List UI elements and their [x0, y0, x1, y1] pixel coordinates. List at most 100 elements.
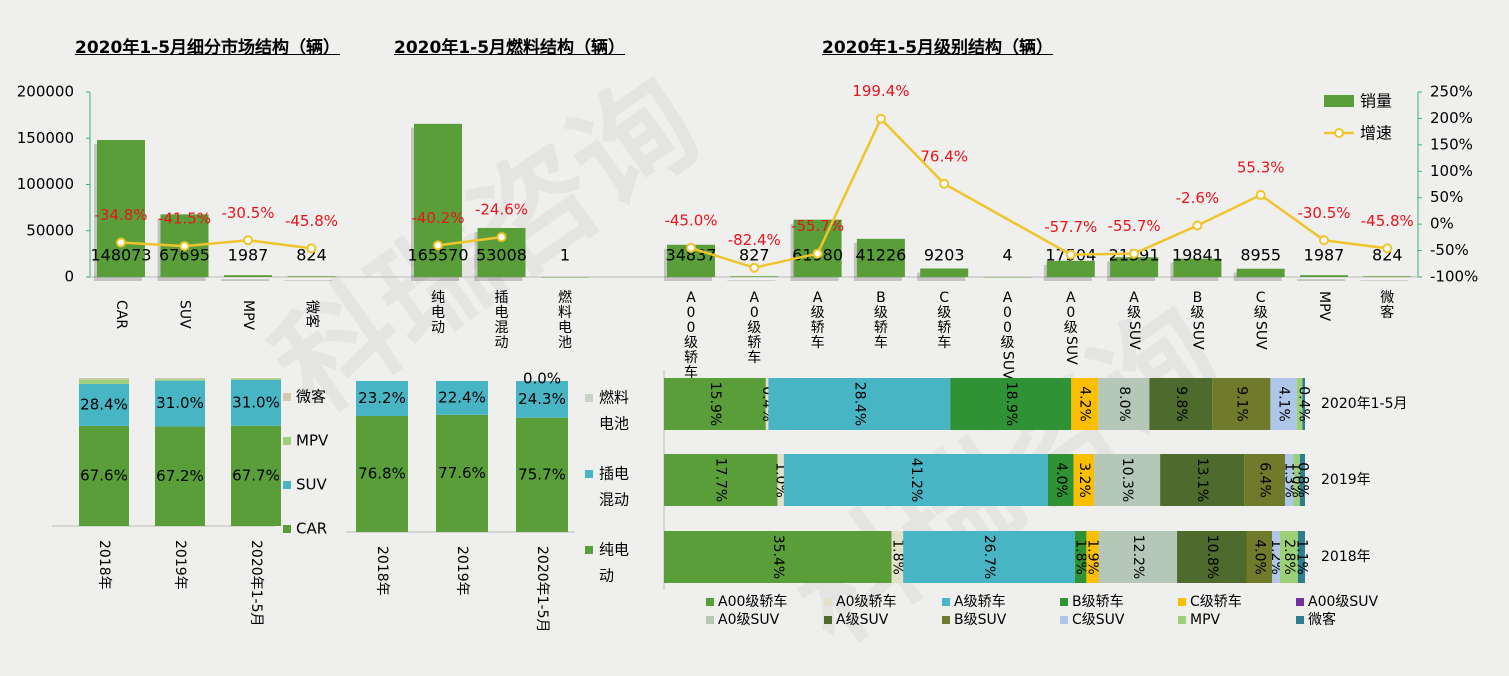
- stack-label: 10.8%: [1204, 535, 1220, 579]
- stack-label: 75.7%: [518, 465, 566, 483]
- category-label: A: [1066, 290, 1076, 306]
- stack-label: 17.7%: [713, 458, 729, 502]
- growth-marker: [1383, 244, 1391, 252]
- category-label: 级: [1190, 305, 1204, 321]
- category-label: 2018年: [1321, 549, 1371, 565]
- category-label: A: [813, 290, 823, 306]
- growth-label: -82.4%: [728, 231, 781, 249]
- category-label: SUV: [1063, 336, 1079, 365]
- category-label: 微: [1380, 290, 1394, 306]
- category-label: SUV: [1189, 321, 1205, 350]
- sales-bar: [224, 275, 272, 277]
- sales-value-label: 41226: [855, 246, 906, 265]
- bar-shadow: [285, 280, 333, 281]
- stack-label: 0.8%: [1294, 462, 1310, 498]
- growth-marker: [940, 180, 948, 188]
- sales-value-label: 148073: [90, 246, 151, 265]
- legend-swatch: [585, 546, 593, 554]
- category-label: 0: [1066, 305, 1075, 321]
- category-label: 级: [874, 305, 888, 321]
- growth-label: -41.5%: [158, 210, 211, 228]
- legend-label: 燃料: [599, 389, 629, 407]
- category-label: B: [876, 290, 886, 306]
- legend-label: A0级SUV: [718, 612, 780, 628]
- growth-label: -45.8%: [285, 212, 338, 230]
- sales-value-label: 1987: [228, 246, 269, 265]
- legend-label: 混动: [599, 491, 629, 509]
- category-label: 池: [558, 335, 572, 351]
- sales-value-label: 19841: [1172, 246, 1223, 265]
- stack-label: 9.8%: [1173, 386, 1189, 422]
- legend-swatch: [1296, 598, 1304, 606]
- sales-bar: [541, 277, 589, 278]
- y-tick-label: 100000: [17, 175, 74, 193]
- stack-label: 1.8%: [889, 539, 905, 575]
- legend-swatch: [706, 598, 714, 606]
- stack-label: 67.2%: [156, 467, 204, 485]
- stack-label: 4.0%: [1053, 462, 1069, 498]
- sales-value-label: 4: [1002, 246, 1012, 265]
- legend-label: 微客: [296, 388, 326, 406]
- stack-label: 9.1%: [1233, 386, 1249, 422]
- sales-bar: [1237, 269, 1285, 277]
- category-label: 0: [687, 305, 696, 321]
- category-label: 轿: [937, 320, 951, 336]
- sales-bar: [288, 276, 336, 277]
- stack-label: 28.4%: [80, 395, 128, 413]
- legend-swatch: [283, 437, 291, 445]
- legend-label: 微客: [1308, 611, 1336, 628]
- stack-label: 13.1%: [1194, 458, 1210, 502]
- legend-label: A00级轿车: [718, 593, 787, 610]
- stack-label: 15.9%: [707, 382, 723, 426]
- stack-label: 76.8%: [358, 465, 406, 483]
- category-label: 2019年: [1321, 472, 1371, 488]
- category-label: 0: [750, 305, 759, 321]
- category-label: 2018年: [96, 540, 112, 590]
- category-label: 车: [874, 334, 888, 351]
- growth-label: -57.7%: [1044, 218, 1097, 236]
- category-label: 燃: [558, 289, 572, 306]
- stack-label: 6.4%: [1257, 462, 1273, 498]
- legend-swatch: [1060, 598, 1068, 606]
- growth-label: -40.2%: [411, 209, 464, 227]
- category-label: SUV: [1126, 321, 1142, 350]
- category-label: C: [939, 290, 949, 306]
- category-label: 车: [747, 349, 761, 366]
- category-label: 微客: [304, 300, 321, 328]
- category-label: 轿: [874, 320, 888, 336]
- legend-label: A级SUV: [836, 612, 889, 628]
- legend-swatch: [585, 394, 593, 402]
- legend-label: 纯电: [599, 541, 629, 559]
- stack-segment: [231, 378, 281, 379]
- category-label: 级: [811, 305, 825, 321]
- bar-shadow: [221, 279, 269, 281]
- sales-bar: [920, 268, 968, 277]
- stack-segment: [231, 379, 281, 380]
- growth-marker: [1320, 236, 1328, 244]
- sales-value-label: 9203: [924, 246, 965, 265]
- legend-swatch-sales: [1324, 95, 1354, 107]
- growth-marker: [814, 250, 822, 258]
- growth-marker: [1130, 250, 1138, 258]
- legend-label: B级轿车: [1072, 593, 1124, 610]
- growth-label: -2.6%: [1176, 189, 1220, 207]
- category-label: SUV: [1000, 351, 1016, 380]
- category-label: 轿: [684, 350, 698, 366]
- category-label: 级: [747, 320, 761, 336]
- stack-label: 10.3%: [1119, 458, 1135, 502]
- legend-swatch: [283, 525, 291, 533]
- stack-label: 12.2%: [1130, 535, 1146, 579]
- stack-segment: [79, 378, 129, 380]
- stack-label: 31.0%: [232, 393, 280, 411]
- growth-label: -55.7%: [1108, 217, 1161, 235]
- stack-label: 67.6%: [80, 466, 128, 484]
- stack-label: 4.0%: [1251, 539, 1267, 575]
- y2-tick-label: 100%: [1430, 162, 1473, 180]
- category-label: 2018年: [374, 546, 390, 596]
- growth-marker: [498, 233, 506, 241]
- stack-label: 24.3%: [518, 390, 566, 408]
- stack-label: 67.7%: [232, 466, 280, 484]
- category-label: 2020年1-5月: [1321, 396, 1408, 412]
- y2-tick-label: 0%: [1430, 215, 1454, 233]
- category-label: A: [1129, 290, 1139, 306]
